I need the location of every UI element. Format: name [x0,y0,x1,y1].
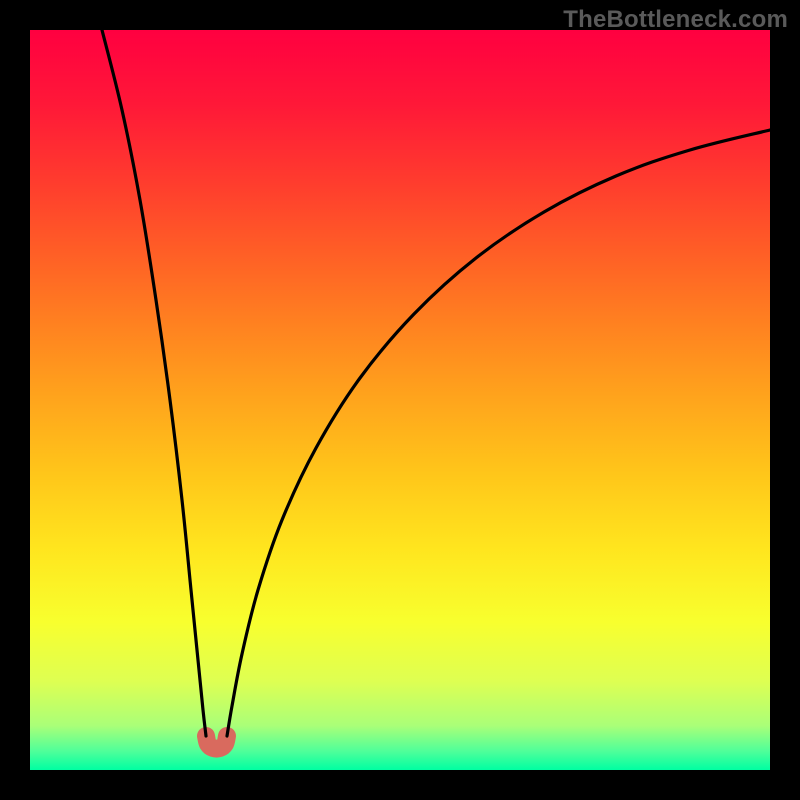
plot-area [30,30,770,770]
curve-right-branch [227,130,770,736]
chart-frame: TheBottleneck.com [0,0,800,800]
curve-left-branch [102,30,206,736]
bottleneck-curve [30,30,770,770]
curve-nadir-cap [206,736,227,749]
watermark-text: TheBottleneck.com [563,6,788,34]
